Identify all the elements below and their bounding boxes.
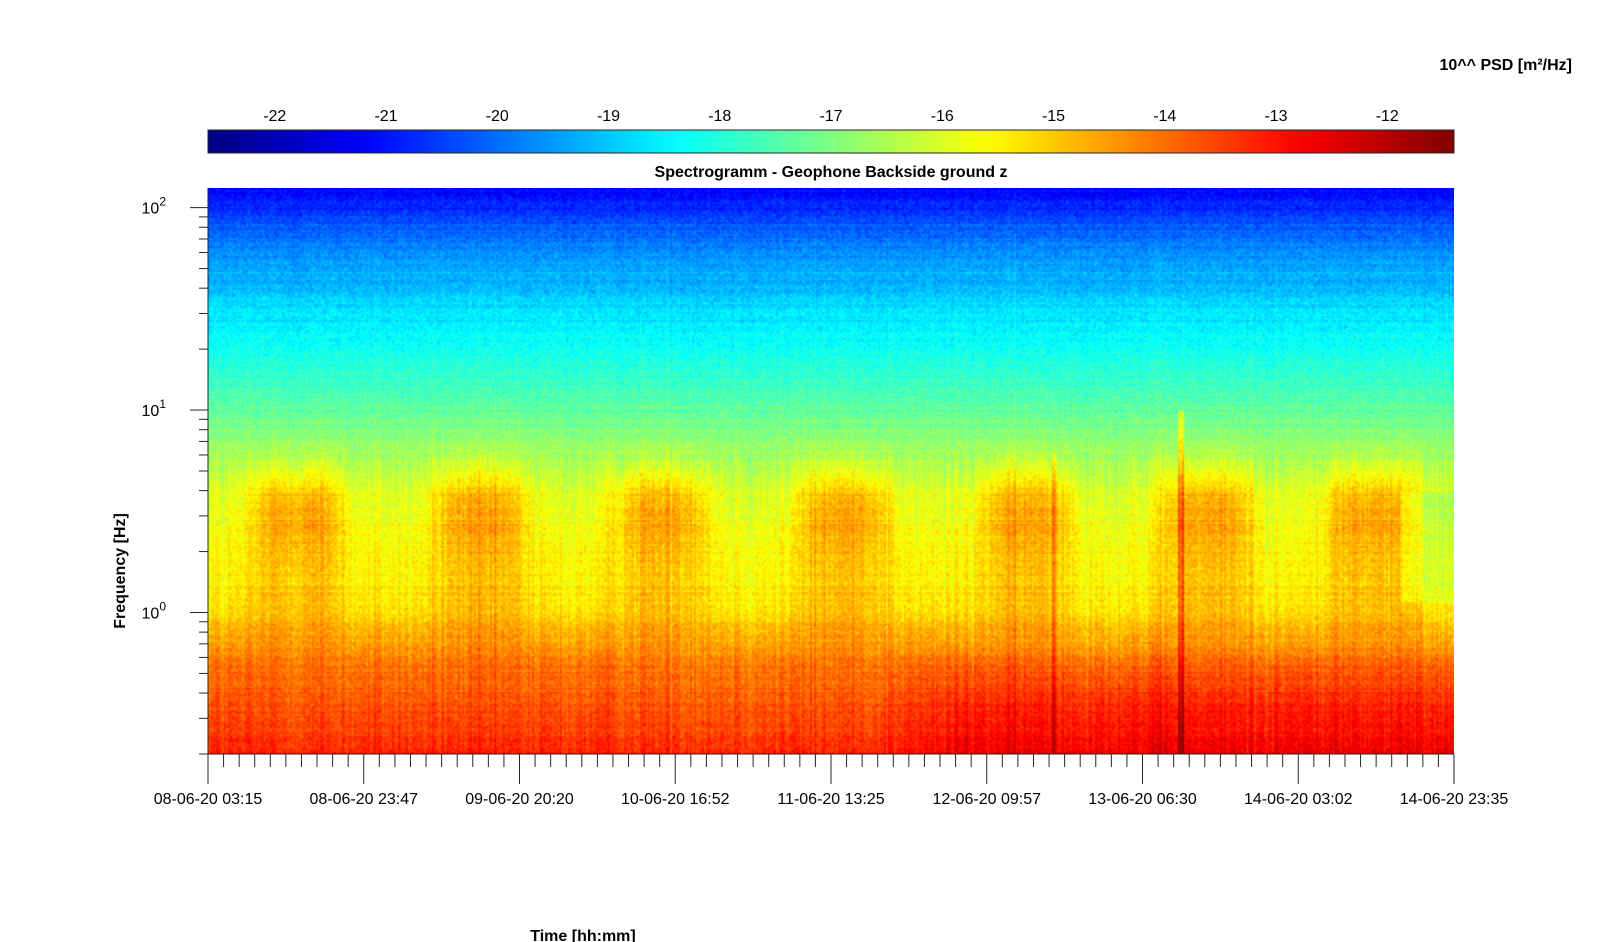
colorbar-label: 10^^ PSD [m²/Hz] bbox=[1440, 57, 1572, 74]
colorbar-tick-label: -17 bbox=[819, 108, 842, 125]
colorbar-tick-label: -15 bbox=[1042, 108, 1065, 125]
x-tick-label: 08-06-20 03:15 bbox=[154, 791, 263, 808]
colorbar-tick-label: -16 bbox=[931, 108, 954, 125]
colorbar-ticks: -22 -21 -20 -19 -18 -17 -16 -15 -14 -13 -12 bbox=[263, 108, 1399, 138]
colorbar-tick-label: -13 bbox=[1264, 108, 1287, 125]
colorbar-tick-label: -22 bbox=[263, 108, 286, 125]
y-axis-ticks: 100 101 102 bbox=[142, 195, 208, 755]
x-tick-label: 12-06-20 09:57 bbox=[932, 791, 1041, 808]
colorbar-tick-label: -18 bbox=[708, 108, 731, 125]
x-tick-label: 09-06-20 20:20 bbox=[465, 791, 574, 808]
x-tick-label: 14-06-20 03:02 bbox=[1244, 791, 1353, 808]
x-tick-label: 13-06-20 06:30 bbox=[1088, 791, 1197, 808]
y-tick-label: 102 bbox=[142, 195, 167, 218]
colorbar-tick-label: -12 bbox=[1376, 108, 1399, 125]
x-axis-label: Time [hh:mm] bbox=[530, 928, 635, 942]
x-tick-label: 10-06-20 16:52 bbox=[621, 791, 730, 808]
y-axis-label: Frequency [Hz] bbox=[112, 513, 129, 629]
y-tick-label: 100 bbox=[142, 600, 167, 623]
spectrogram-heatmap bbox=[208, 188, 1454, 754]
x-tick-label: 11-06-20 13:25 bbox=[777, 791, 884, 808]
x-tick-label: 08-06-20 23:47 bbox=[309, 791, 418, 808]
colorbar-tick-label: -19 bbox=[597, 108, 620, 125]
colorbar-tick-label: -14 bbox=[1153, 108, 1176, 125]
chart-title: Spectrogramm - Geophone Backside ground … bbox=[655, 164, 1008, 181]
colorbar-tick-label: -21 bbox=[374, 108, 397, 125]
x-tick-label: 14-06-20 23:35 bbox=[1400, 791, 1509, 808]
colorbar-tick-label: -20 bbox=[486, 108, 509, 125]
y-tick-label: 101 bbox=[142, 397, 167, 420]
x-axis-ticks: 08-06-20 03:15 08-06-20 23:47 09-06-20 20:… bbox=[154, 754, 1509, 808]
colorbar bbox=[207, 129, 1455, 154]
